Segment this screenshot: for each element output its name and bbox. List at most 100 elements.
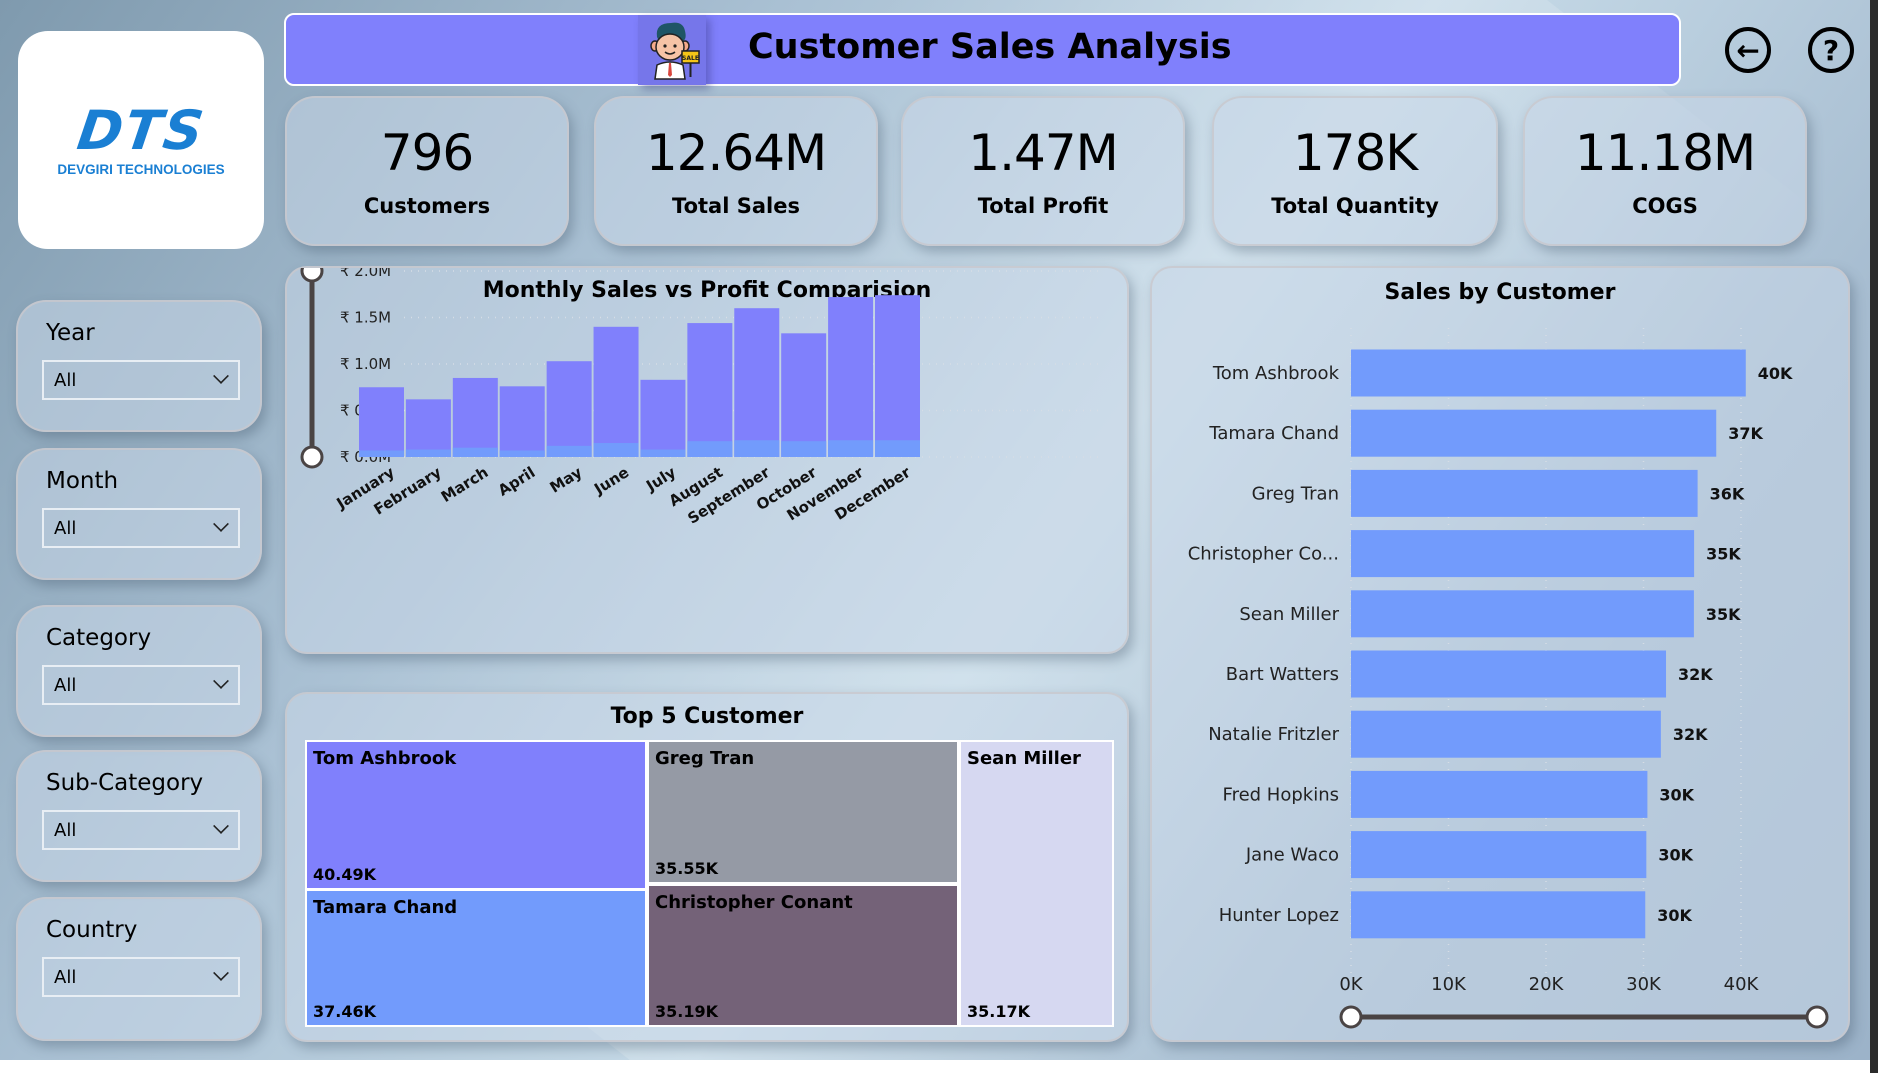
customer-bar[interactable] bbox=[1351, 530, 1695, 578]
treemap-tile-name: Greg Tran bbox=[655, 748, 755, 769]
profit-bar[interactable] bbox=[359, 450, 404, 457]
chevron-down-icon bbox=[213, 965, 229, 981]
sales-bar[interactable] bbox=[499, 386, 545, 457]
slicer-country: Country All bbox=[16, 897, 262, 1041]
x-tick-label: 10K bbox=[1431, 974, 1467, 995]
company-logo: DTS DEVGIRI TECHNOLOGIES bbox=[18, 31, 264, 249]
profit-bar[interactable] bbox=[781, 441, 827, 457]
kpi-card-cogs: 11.18M COGS bbox=[1523, 96, 1807, 246]
profit-bar[interactable] bbox=[734, 440, 780, 457]
customer-bar[interactable] bbox=[1351, 831, 1647, 879]
logo-company-name: DEVGIRI TECHNOLOGIES bbox=[57, 161, 225, 177]
profit-bar[interactable] bbox=[593, 443, 639, 457]
y-tick-label: ₹ 2.0M bbox=[340, 268, 391, 280]
treemap-tile-value: 35.17K bbox=[967, 1002, 1031, 1021]
treemap-tile[interactable]: Christopher Conant 35.19K bbox=[647, 884, 959, 1027]
sale-badge-text: SALE bbox=[682, 55, 699, 62]
x-tick-label: April bbox=[495, 463, 538, 499]
treemap-tile[interactable]: Tamara Chand 37.46K bbox=[305, 889, 647, 1027]
profit-bar[interactable] bbox=[452, 447, 498, 457]
year-dropdown[interactable]: All bbox=[42, 360, 240, 400]
x-tick-label: May bbox=[547, 463, 586, 497]
monthly-sales-profit-chart: Monthly Sales vs Profit Comparision ₹ 0.… bbox=[285, 266, 1129, 654]
treemap-tile-value: 35.55K bbox=[655, 859, 719, 878]
slicer-year: Year All bbox=[16, 300, 262, 432]
y-category-label: Bart Watters bbox=[1226, 664, 1339, 685]
kpi-value: 796 bbox=[380, 124, 474, 182]
bar-data-label: 30K bbox=[1658, 846, 1693, 865]
sales-bar[interactable] bbox=[781, 333, 827, 457]
y-category-label: Fred Hopkins bbox=[1223, 784, 1339, 805]
profit-bar[interactable] bbox=[405, 449, 451, 457]
chevron-down-icon bbox=[213, 516, 229, 532]
sales-bar[interactable] bbox=[405, 399, 451, 457]
customer-bar[interactable] bbox=[1351, 891, 1646, 939]
help-button[interactable]: ? bbox=[1808, 27, 1854, 73]
sales-bar[interactable] bbox=[546, 361, 592, 457]
kpi-label: Customers bbox=[363, 194, 491, 218]
treemap-tile[interactable]: Sean Miller 35.17K bbox=[959, 740, 1114, 1027]
x-tick-label: June bbox=[590, 463, 632, 498]
kpi-label: Total Sales bbox=[672, 194, 800, 218]
profit-bar[interactable] bbox=[640, 449, 686, 457]
sub-category-dropdown[interactable]: All bbox=[42, 810, 240, 850]
y-category-label: Greg Tran bbox=[1252, 483, 1339, 504]
x-tick-label: 30K bbox=[1626, 974, 1662, 995]
salesman-icon: SALE bbox=[638, 15, 706, 85]
customer-bar[interactable] bbox=[1351, 650, 1667, 698]
slicer-title: Category bbox=[46, 625, 152, 651]
treemap-tile-value: 35.19K bbox=[655, 1002, 719, 1021]
bar-data-label: 40K bbox=[1758, 364, 1793, 383]
x-tick-label: 0K bbox=[1339, 974, 1363, 995]
sales-bar[interactable] bbox=[640, 379, 686, 457]
treemap-tile-value: 37.46K bbox=[313, 1002, 377, 1021]
bar-data-label: 32K bbox=[1678, 665, 1713, 684]
sales-bar[interactable] bbox=[875, 295, 920, 457]
slicer-sub-category: Sub-Category All bbox=[16, 750, 262, 882]
chevron-down-icon bbox=[213, 818, 229, 834]
treemap-tile[interactable]: Greg Tran 35.55K bbox=[647, 740, 959, 884]
y-tick-label: ₹ 1.5M bbox=[340, 309, 391, 327]
sales-bar[interactable] bbox=[687, 323, 733, 457]
kpi-label: Total Quantity bbox=[1271, 194, 1439, 218]
profit-bar[interactable] bbox=[828, 440, 874, 457]
sales-bar[interactable] bbox=[593, 326, 639, 457]
monthly-chart-svg: ₹ 0.0M₹ 0.5M₹ 1.0M₹ 1.5M₹ 2.0MJanuaryFeb… bbox=[300, 268, 1102, 528]
month-dropdown[interactable]: All bbox=[42, 508, 240, 548]
dropdown-value: All bbox=[54, 369, 77, 391]
x-range-slider-max-handle[interactable] bbox=[1805, 1005, 1829, 1029]
profit-bar[interactable] bbox=[499, 450, 545, 457]
treemap-tile[interactable]: Tom Ashbrook 40.49K bbox=[305, 740, 647, 890]
y-category-label: Tamara Chand bbox=[1208, 423, 1339, 444]
sales-bar[interactable] bbox=[359, 387, 404, 457]
slicer-category: Category All bbox=[16, 605, 262, 737]
y-tick-label: ₹ 1.0M bbox=[340, 355, 391, 373]
kpi-value: 12.64M bbox=[645, 124, 827, 182]
bar-data-label: 35K bbox=[1706, 605, 1741, 624]
sales-bar[interactable] bbox=[828, 297, 874, 457]
customer-bar[interactable] bbox=[1351, 770, 1648, 818]
bar-data-label: 35K bbox=[1706, 545, 1741, 564]
customer-bar[interactable] bbox=[1351, 590, 1694, 638]
customer-bar[interactable] bbox=[1351, 710, 1661, 758]
profit-bar[interactable] bbox=[687, 441, 733, 457]
sales-bar[interactable] bbox=[452, 377, 498, 457]
y-range-slider-min-handle[interactable] bbox=[300, 445, 324, 469]
customer-bar[interactable] bbox=[1351, 469, 1698, 517]
profit-bar[interactable] bbox=[546, 445, 592, 457]
slicer-title: Month bbox=[46, 468, 119, 494]
y-range-slider-max-handle[interactable] bbox=[300, 268, 324, 283]
y-category-label: Hunter Lopez bbox=[1219, 905, 1339, 926]
sales-bar[interactable] bbox=[734, 308, 780, 457]
slicer-title: Country bbox=[46, 917, 138, 943]
category-dropdown[interactable]: All bbox=[42, 665, 240, 705]
customer-bar[interactable] bbox=[1351, 409, 1717, 457]
country-dropdown[interactable]: All bbox=[42, 957, 240, 997]
bar-data-label: 36K bbox=[1710, 484, 1745, 503]
profit-bar[interactable] bbox=[875, 440, 920, 457]
customer-bar[interactable] bbox=[1351, 349, 1746, 397]
back-button[interactable]: ← bbox=[1725, 27, 1771, 73]
slicer-month: Month All bbox=[16, 448, 262, 580]
x-range-slider-min-handle[interactable] bbox=[1339, 1005, 1363, 1029]
